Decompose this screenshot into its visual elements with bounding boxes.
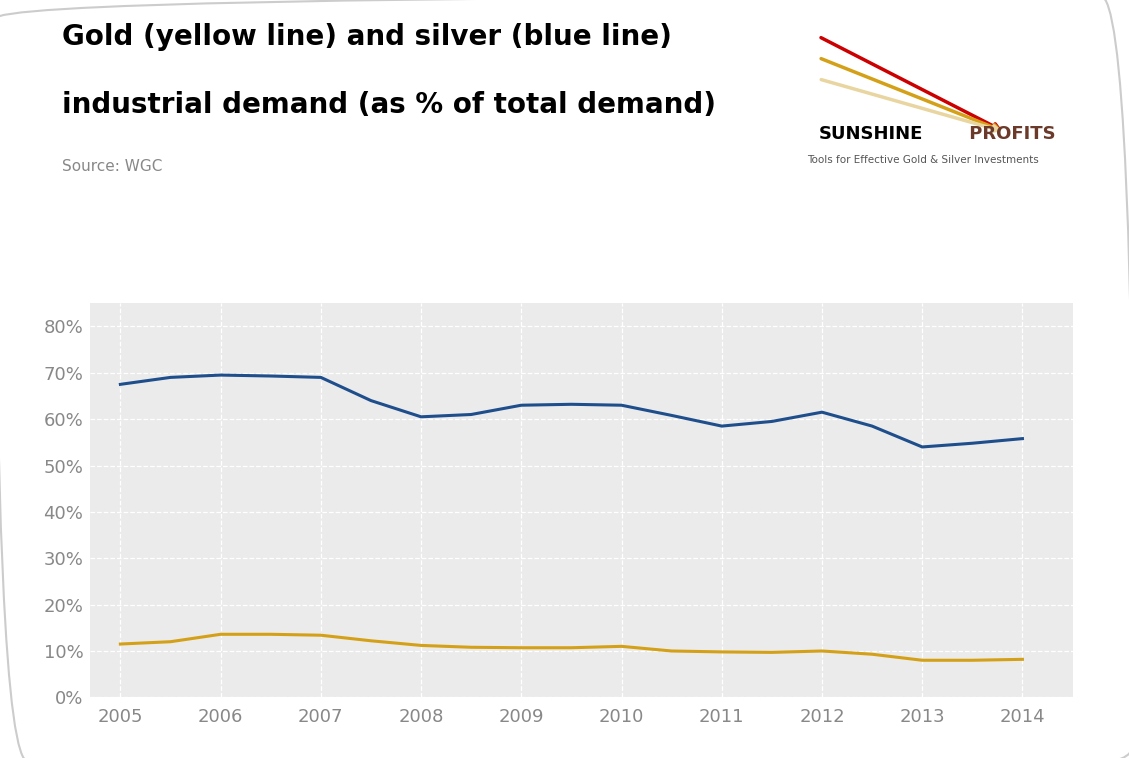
Text: industrial demand (as % of total demand): industrial demand (as % of total demand) (62, 91, 716, 119)
Text: Tools for Effective Gold & Silver Investments: Tools for Effective Gold & Silver Invest… (807, 155, 1039, 165)
Text: Source: WGC: Source: WGC (62, 159, 163, 174)
Text: SUNSHINE: SUNSHINE (819, 125, 922, 143)
Text: Gold (yellow line) and silver (blue line): Gold (yellow line) and silver (blue line… (62, 23, 672, 51)
Text: PROFITS: PROFITS (963, 125, 1056, 143)
